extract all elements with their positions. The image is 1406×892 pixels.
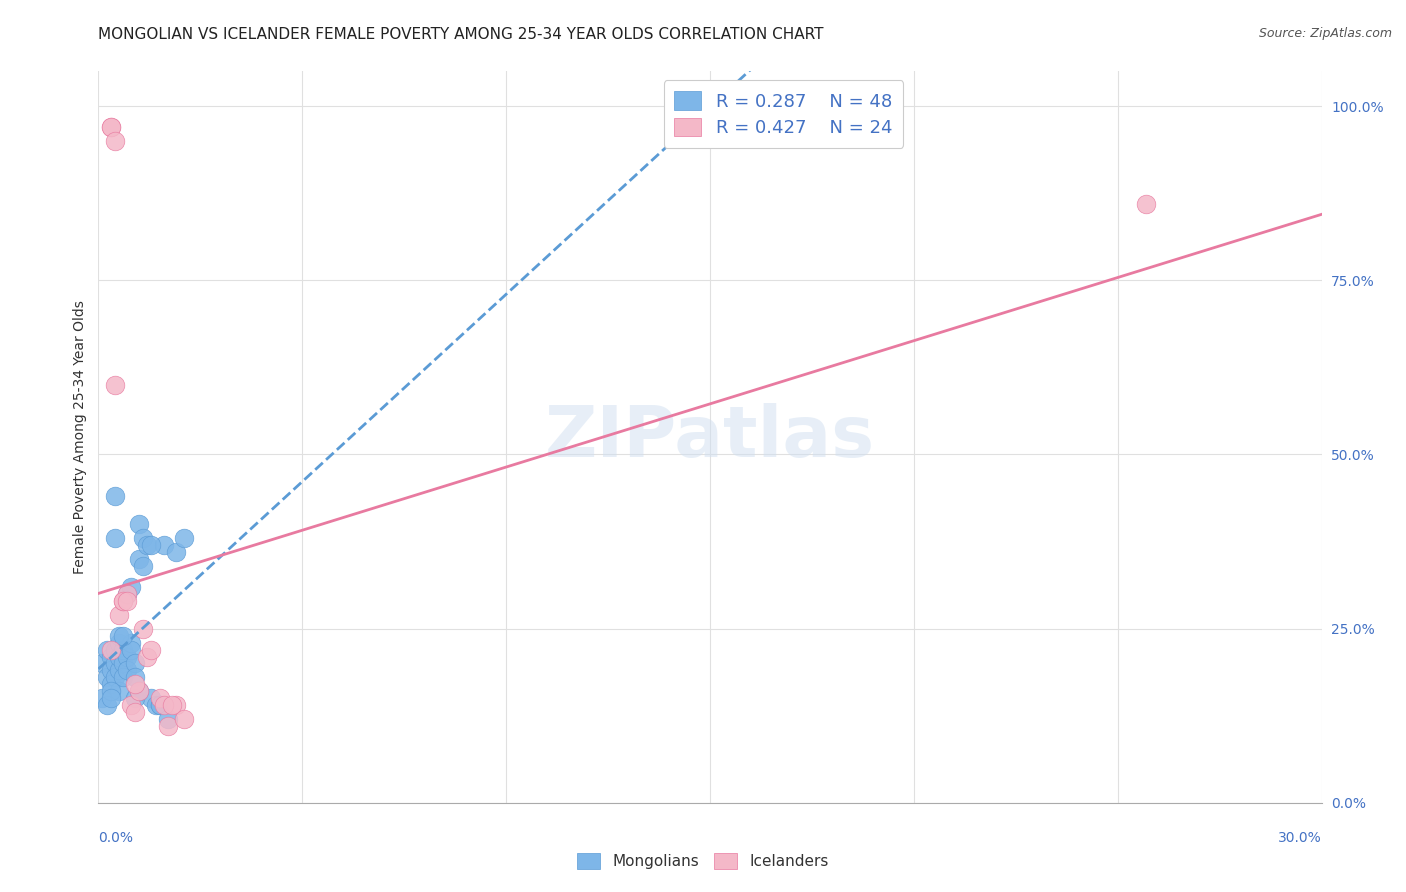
Point [132,531,155,545]
Point [115,649,138,664]
Point [111,657,134,671]
Point [120,635,142,649]
Text: Source: ZipAtlas.com: Source: ZipAtlas.com [1258,27,1392,40]
Y-axis label: Female Poverty Among 25-34 Year Olds: Female Poverty Among 25-34 Year Olds [73,300,87,574]
Point [100,691,122,706]
Point [128,684,150,698]
Point [149,691,172,706]
Point [96,698,118,713]
Point [115,594,138,608]
Point [111,594,134,608]
Point [100,684,122,698]
Point [124,670,146,684]
Point [108,607,131,622]
Point [100,120,122,134]
Point [120,580,142,594]
Legend: R = 0.287    N = 48, R = 0.427    N = 24: R = 0.287 N = 48, R = 0.427 N = 24 [664,80,903,148]
Point [124,705,146,719]
Point [128,517,150,532]
Point [108,629,131,643]
Point [104,134,127,148]
Point [132,622,155,636]
Point [124,677,146,691]
Point [152,538,174,552]
Point [115,587,138,601]
Point [104,489,127,503]
Point [111,594,134,608]
Point [136,538,159,552]
Point [104,377,127,392]
Point [124,657,146,671]
Point [141,538,163,552]
Point [96,642,118,657]
Point [165,545,187,559]
Point [108,664,131,678]
Point [128,684,150,698]
Point [145,698,167,713]
Point [120,698,142,713]
Point [115,664,138,678]
Point [141,691,163,706]
Point [91,691,114,706]
Text: ZIPatlas: ZIPatlas [546,402,875,472]
Point [1135,196,1157,211]
Point [141,642,163,657]
Point [149,698,172,713]
Point [132,558,155,573]
Point [173,712,195,726]
Point [108,684,131,698]
Point [104,670,127,684]
Point [111,629,134,643]
Point [100,120,122,134]
Point [160,698,183,713]
Point [104,642,127,657]
Point [173,531,195,545]
Point [149,698,172,713]
Point [100,642,122,657]
Point [165,698,187,713]
Point [108,649,131,664]
Text: 30.0%: 30.0% [1278,830,1322,845]
Point [124,691,146,706]
Point [120,642,142,657]
Legend: Mongolians, Icelanders: Mongolians, Icelanders [571,847,835,875]
Point [111,642,134,657]
Point [108,635,131,649]
Point [111,670,134,684]
Point [104,531,127,545]
Text: MONGOLIAN VS ICELANDER FEMALE POVERTY AMONG 25-34 YEAR OLDS CORRELATION CHART: MONGOLIAN VS ICELANDER FEMALE POVERTY AM… [98,27,824,42]
Point [100,649,122,664]
Text: 0.0%: 0.0% [98,830,134,845]
Point [100,677,122,691]
Point [96,670,118,684]
Point [156,712,179,726]
Point [104,657,127,671]
Point [136,649,159,664]
Point [91,657,114,671]
Point [115,587,138,601]
Point [156,719,179,733]
Point [100,664,122,678]
Point [152,698,174,713]
Point [128,552,150,566]
